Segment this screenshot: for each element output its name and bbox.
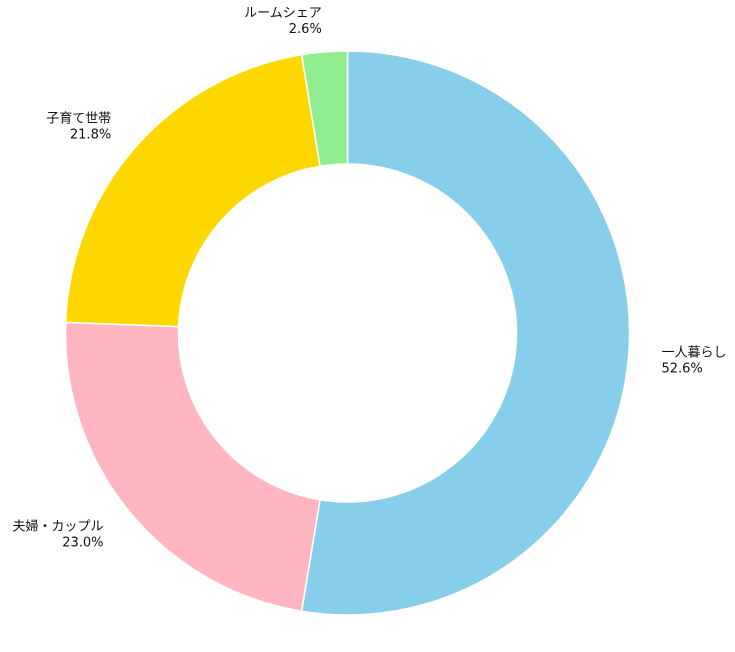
slice-3 (64, 53, 321, 328)
slice-label-2: 夫婦・カップル 23.0% (13, 518, 104, 550)
slice-category-label: 夫婦・カップル (13, 518, 104, 534)
slice-label-3: 子育て世帯 21.8% (46, 111, 111, 143)
slice-1 (300, 50, 631, 616)
slice-percent-label: 2.6% (289, 22, 322, 37)
slice-percent-label: 21.8% (70, 128, 111, 143)
labels-layer: 一人暮らし 52.6% 夫婦・カップル 23.0% 子育て世帯 21.8% ルームシェア 2.… (13, 6, 727, 550)
slice-percent-label: 52.6% (661, 362, 702, 377)
slice-label-1: 一人暮らし 52.6% (661, 346, 726, 377)
slice-category-label: 一人暮らし (661, 346, 726, 361)
slice-category-label: 子育て世帯 (46, 111, 111, 127)
slices-layer (64, 50, 631, 616)
slice-2 (64, 321, 321, 613)
slice-4 (300, 50, 349, 168)
slice-category-label: ルームシェア (244, 6, 322, 21)
slice-percent-label: 23.0% (62, 535, 103, 550)
slice-label-4: ルームシェア 2.6% (244, 6, 322, 37)
